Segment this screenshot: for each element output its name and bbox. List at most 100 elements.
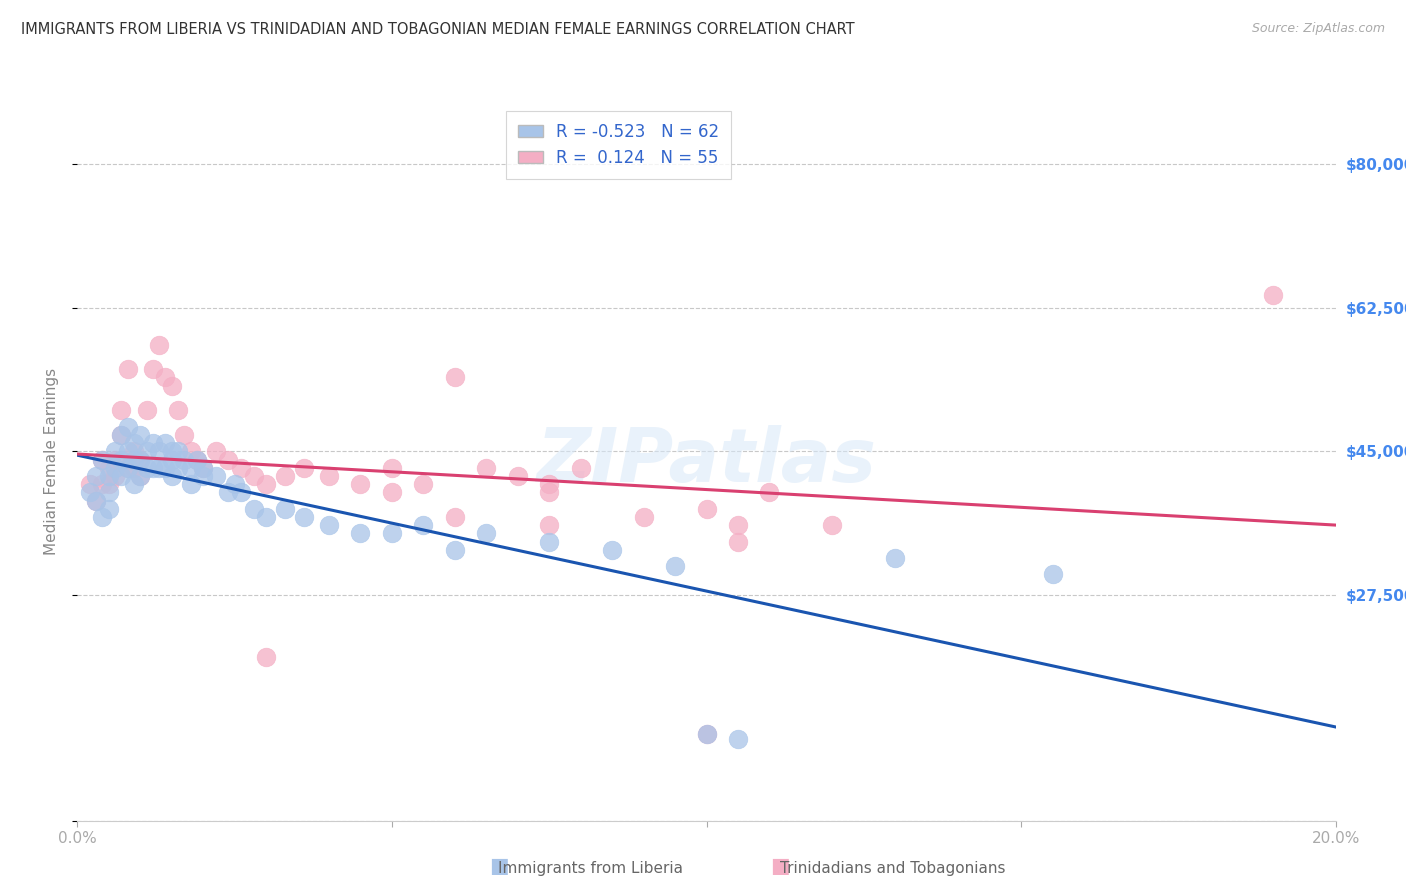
Point: [821, 518, 844, 533]
Point: [538, 518, 561, 533]
Point: [727, 534, 749, 549]
Point: [79, 477, 101, 491]
Legend: R = -0.523   N = 62, R =  0.124   N = 55: R = -0.523 N = 62, R = 0.124 N = 55: [506, 111, 731, 178]
Point: [318, 469, 340, 483]
Point: [160, 469, 183, 483]
Point: [117, 460, 139, 475]
Point: [412, 518, 434, 533]
Point: [444, 370, 467, 384]
Point: [110, 469, 132, 483]
Text: Trinidadians and Tobagonians: Trinidadians and Tobagonians: [780, 861, 1005, 876]
Point: [1042, 567, 1064, 582]
Point: [129, 469, 152, 483]
Point: [173, 452, 195, 467]
Point: [224, 477, 246, 491]
Point: [110, 403, 132, 417]
Point: [104, 444, 127, 458]
Point: [79, 485, 101, 500]
Point: [122, 477, 145, 491]
Point: [117, 460, 139, 475]
Point: [204, 444, 226, 458]
Point: [538, 534, 561, 549]
Point: [155, 436, 177, 450]
Text: Immigrants from Liberia: Immigrants from Liberia: [498, 861, 683, 876]
Point: [204, 469, 226, 483]
Point: [173, 428, 195, 442]
Point: [538, 477, 561, 491]
Point: [349, 526, 371, 541]
Point: [696, 501, 718, 516]
Point: [117, 419, 139, 434]
Point: [135, 403, 157, 417]
Point: [97, 460, 120, 475]
Point: [122, 444, 145, 458]
Text: ■: ■: [770, 856, 790, 876]
Point: [117, 444, 139, 458]
Point: [155, 460, 177, 475]
Point: [117, 362, 139, 376]
Point: [242, 501, 264, 516]
Point: [104, 460, 127, 475]
Point: [129, 452, 152, 467]
Point: [104, 452, 127, 467]
Point: [180, 460, 202, 475]
Point: [97, 501, 120, 516]
Point: [84, 469, 107, 483]
Point: [167, 460, 190, 475]
Point: [274, 469, 297, 483]
Point: [349, 477, 371, 491]
Point: [91, 510, 114, 524]
Point: [97, 469, 120, 483]
Point: [155, 370, 177, 384]
Point: [318, 518, 340, 533]
Point: [135, 460, 157, 475]
Point: [664, 559, 686, 574]
Point: [167, 403, 190, 417]
Y-axis label: Median Female Earnings: Median Female Earnings: [44, 368, 59, 555]
Point: [180, 477, 202, 491]
Point: [167, 444, 190, 458]
Point: [292, 510, 315, 524]
Point: [142, 362, 165, 376]
Point: [122, 436, 145, 450]
Text: ■: ■: [489, 856, 509, 876]
Point: [180, 444, 202, 458]
Point: [160, 452, 183, 467]
Point: [758, 485, 780, 500]
Point: [274, 501, 297, 516]
Point: [475, 460, 498, 475]
Point: [217, 452, 239, 467]
Point: [110, 428, 132, 442]
Point: [91, 452, 114, 467]
Point: [129, 452, 152, 467]
Point: [292, 460, 315, 475]
Point: [242, 469, 264, 483]
Point: [148, 444, 170, 458]
Point: [110, 428, 132, 442]
Point: [444, 510, 467, 524]
Point: [191, 460, 215, 475]
Point: [444, 542, 467, 557]
Point: [696, 727, 718, 741]
Point: [727, 518, 749, 533]
Point: [538, 485, 561, 500]
Point: [122, 452, 145, 467]
Point: [254, 649, 277, 664]
Point: [191, 460, 215, 475]
Point: [506, 469, 529, 483]
Point: [135, 444, 157, 458]
Point: [142, 460, 165, 475]
Text: IMMIGRANTS FROM LIBERIA VS TRINIDADIAN AND TOBAGONIAN MEDIAN FEMALE EARNINGS COR: IMMIGRANTS FROM LIBERIA VS TRINIDADIAN A…: [21, 22, 855, 37]
Point: [91, 452, 114, 467]
Point: [160, 444, 183, 458]
Point: [129, 469, 152, 483]
Point: [84, 493, 107, 508]
Point: [381, 485, 404, 500]
Point: [381, 526, 404, 541]
Point: [97, 477, 120, 491]
Point: [229, 485, 252, 500]
Point: [1261, 288, 1284, 302]
Text: ZIPatlas: ZIPatlas: [537, 425, 876, 498]
Point: [129, 428, 152, 442]
Point: [148, 337, 170, 351]
